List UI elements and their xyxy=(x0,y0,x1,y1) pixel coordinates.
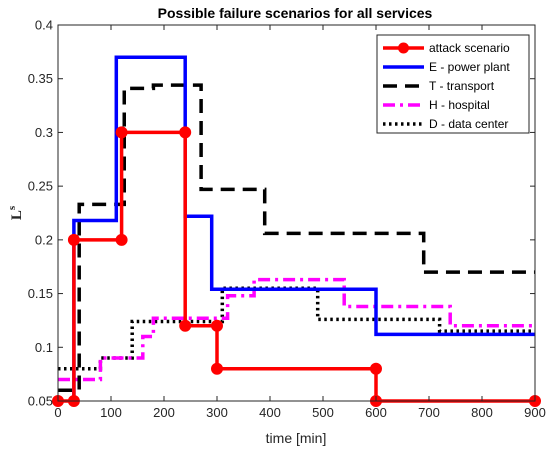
x-tick-label: 200 xyxy=(153,405,175,420)
x-axis-title: time [min] xyxy=(266,430,327,446)
y-tick-label: 0.15 xyxy=(28,286,53,301)
legend-label: attack scenario xyxy=(429,41,510,55)
x-axis: 0 100 200 300 400 500 600 700 800 900 xyxy=(54,25,546,420)
y-tick-label: 0.2 xyxy=(35,232,53,247)
y-tick-label: 0.3 xyxy=(35,125,53,140)
y-tick-label: 0.4 xyxy=(35,18,53,33)
y-axis-title-base: L xyxy=(9,210,25,220)
y-tick-label: 0.05 xyxy=(28,394,53,409)
x-tick-label: 700 xyxy=(418,405,440,420)
x-tick-label: 600 xyxy=(365,405,387,420)
legend-marker xyxy=(398,42,409,54)
series-marker-0 xyxy=(115,233,128,246)
series-layer xyxy=(52,55,541,407)
x-tick-label: 800 xyxy=(471,405,493,420)
series-line-4 xyxy=(58,286,535,371)
series-marker-0 xyxy=(211,319,223,332)
series-marker-0 xyxy=(211,362,223,375)
x-tick-label: 100 xyxy=(100,405,122,420)
y-tick-label: 0.35 xyxy=(28,71,53,86)
series-marker-0 xyxy=(179,319,192,332)
legend: attack scenario E - power plant T - transp… xyxy=(376,34,530,134)
y-axis-title: Ls xyxy=(6,205,25,220)
plot-frame xyxy=(57,24,536,402)
x-tick-label: 400 xyxy=(259,405,281,420)
legend-label: T - transport xyxy=(429,79,495,93)
x-tick-label: 900 xyxy=(524,405,546,420)
y-axis: 0.05 0.1 0.15 0.2 0.25 0.3 0.35 0.4 xyxy=(28,18,535,409)
series-line-2 xyxy=(58,83,535,393)
x-tick-label: 0 xyxy=(54,405,61,420)
series-marker-0 xyxy=(67,233,80,246)
chart-title: Possible failure scenarios for all servi… xyxy=(158,5,433,21)
y-tick-label: 0.25 xyxy=(28,179,53,194)
x-tick-label: 500 xyxy=(312,405,334,420)
series-marker-0 xyxy=(370,362,382,375)
series-line-3 xyxy=(58,277,535,382)
legend-label: E - power plant xyxy=(429,60,510,74)
y-tick-label: 0.1 xyxy=(35,340,53,355)
legend-label: D - data center xyxy=(429,117,508,131)
legend-label: H - hospital xyxy=(429,98,490,112)
series-marker-0 xyxy=(179,126,192,139)
x-tick-label: 300 xyxy=(206,405,228,420)
series-marker-0 xyxy=(115,126,128,139)
y-axis-title-superscript: s xyxy=(6,205,18,210)
